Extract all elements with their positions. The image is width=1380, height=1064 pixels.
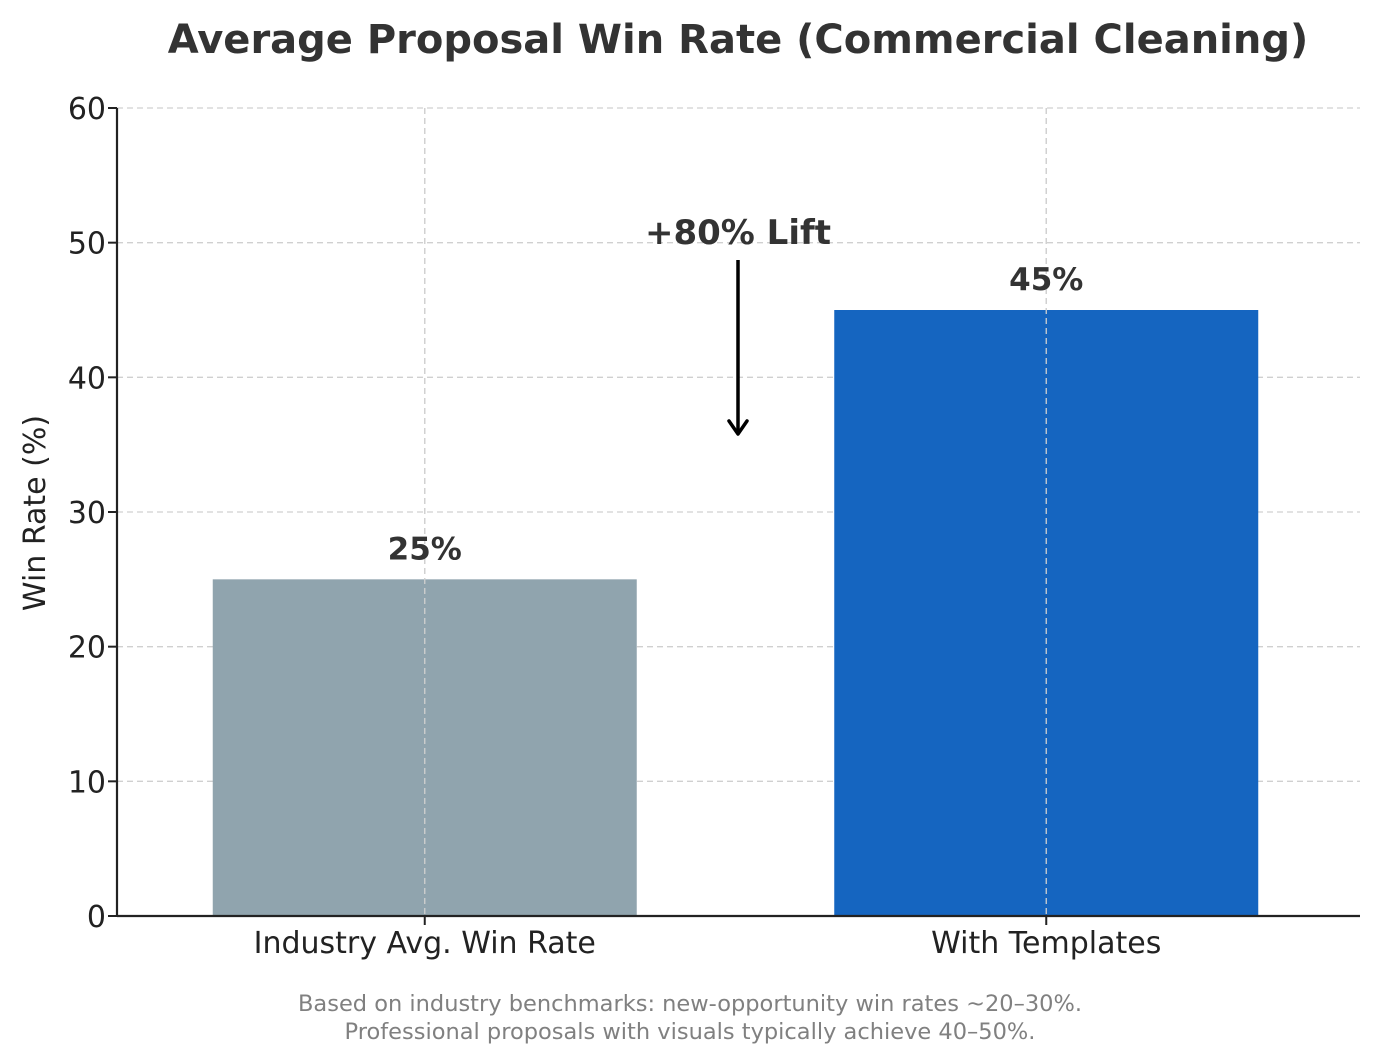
chart-title: Average Proposal Win Rate (Commercial Cl… bbox=[168, 17, 1309, 63]
footnote-line-1: Based on industry benchmarks: new-opport… bbox=[298, 991, 1082, 1017]
y-tick-label: 10 bbox=[68, 765, 106, 800]
footnote: Based on industry benchmarks: new-opport… bbox=[298, 991, 1082, 1045]
bar-chart: Average Proposal Win Rate (Commercial Cl… bbox=[0, 0, 1380, 1064]
y-tick-label: 20 bbox=[68, 631, 106, 666]
annotation-text: +80% Lift bbox=[645, 213, 831, 253]
y-tick-label: 60 bbox=[68, 92, 106, 127]
lift-annotation: +80% Lift bbox=[645, 213, 831, 434]
bar-value-label: 25% bbox=[388, 531, 462, 567]
y-tick-label: 0 bbox=[87, 900, 106, 935]
x-tick-label: Industry Avg. Win Rate bbox=[254, 926, 596, 961]
y-tick-label: 50 bbox=[68, 227, 106, 262]
y-tick-label: 40 bbox=[68, 361, 106, 396]
footnote-line-2: Professional proposals with visuals typi… bbox=[345, 1019, 1036, 1045]
bar-value-label: 45% bbox=[1009, 262, 1083, 298]
y-axis-label: Win Rate (%) bbox=[18, 415, 53, 611]
y-tick-label: 30 bbox=[68, 496, 106, 531]
x-tick-label: With Templates bbox=[931, 926, 1161, 961]
